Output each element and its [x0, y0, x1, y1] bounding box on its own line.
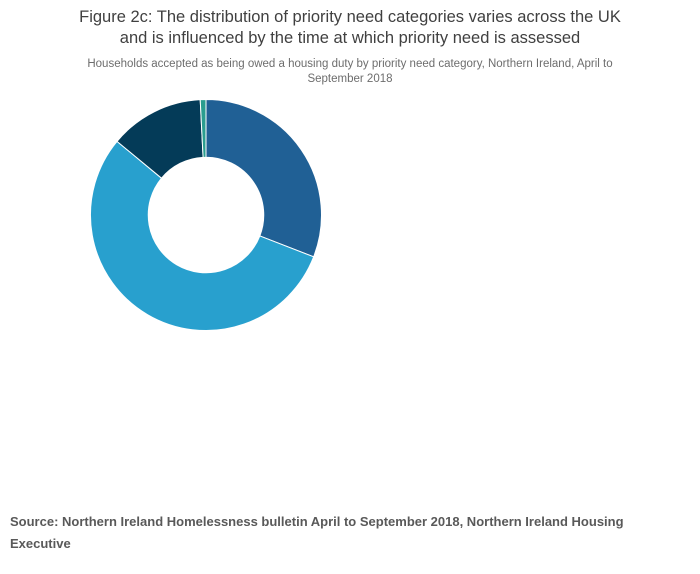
donut-segment-dark-blue: [205, 99, 322, 258]
figure-title-line-1: Figure 2c: The distribution of priority …: [79, 8, 621, 26]
donut-segment-light-blue: [89, 140, 315, 331]
donut-chart: [88, 97, 324, 333]
source-note: Source: Northern Ireland Homelessness bu…: [10, 514, 624, 551]
figure-subtitle-line-1: Households accepted as being owed a hous…: [87, 58, 613, 70]
figure-subtitle: Households accepted as being owed a hous…: [0, 57, 700, 87]
donut-chart-svg: [89, 99, 322, 331]
figure-title: Figure 2c: The distribution of priority …: [0, 7, 700, 49]
donut-segment-teal-green: [199, 99, 207, 158]
figure-subtitle-line-2: September 2018: [307, 73, 393, 85]
figure-title-line-2: and is influenced by the time at which p…: [119, 29, 581, 47]
